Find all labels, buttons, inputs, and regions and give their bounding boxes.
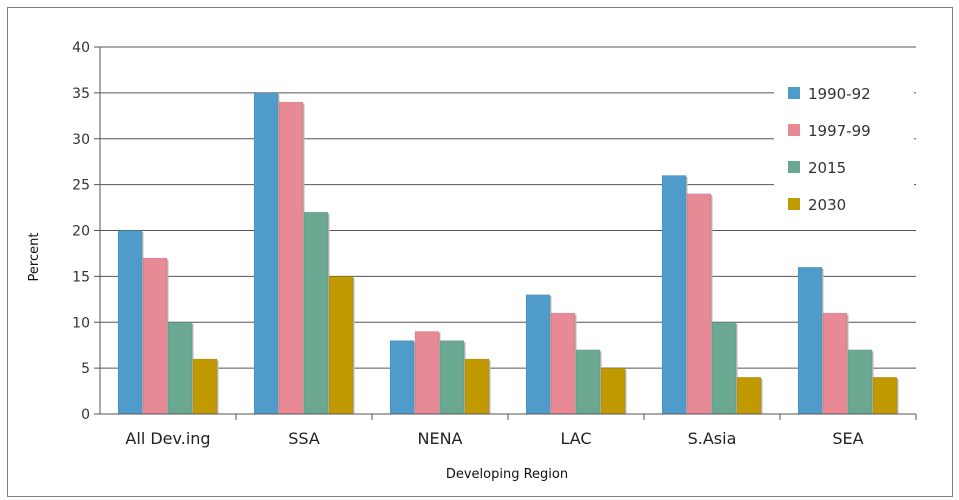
bar	[389, 340, 415, 415]
bar	[736, 377, 762, 415]
bar	[414, 331, 440, 415]
y-tick-label: 10	[72, 315, 90, 331]
legend-swatch	[788, 124, 800, 136]
y-tick-label: 0	[81, 407, 90, 423]
y-tick-label: 25	[72, 178, 90, 194]
x-tick-label: LAC	[560, 429, 591, 448]
bar	[303, 211, 329, 415]
legend: 1990-92 1997-99 2015 2030	[774, 72, 914, 228]
bar	[600, 367, 626, 415]
x-axis-label: Developing Region	[446, 467, 568, 482]
y-tick-label: 20	[72, 224, 90, 240]
bar	[872, 377, 898, 415]
bar	[253, 92, 279, 415]
y-tick-label: 15	[72, 269, 90, 285]
y-tick-label: 5	[81, 361, 90, 377]
bar	[525, 294, 551, 415]
bar	[192, 358, 218, 415]
bar	[575, 349, 601, 415]
legend-swatch	[788, 87, 800, 99]
bars	[117, 92, 899, 415]
bar	[711, 322, 737, 415]
x-tick-label: All Dev.ing	[125, 429, 210, 448]
y-tick-label: 35	[72, 86, 90, 102]
x-tick-label: SEA	[832, 429, 863, 448]
bar	[661, 175, 687, 415]
bar	[117, 230, 143, 415]
legend-label: 2030	[808, 196, 846, 214]
bar	[167, 322, 193, 415]
bar	[439, 340, 465, 415]
bar	[822, 312, 848, 415]
x-tick-label: SSA	[288, 429, 320, 448]
bar	[550, 312, 576, 415]
legend-swatch	[788, 161, 800, 173]
x-tick-label: S.Asia	[688, 429, 737, 448]
bar	[797, 266, 823, 415]
bar	[847, 349, 873, 415]
bar	[686, 193, 712, 415]
y-axis-label: Percent	[27, 233, 42, 282]
legend-label: 2015	[808, 159, 846, 177]
y-tick-label: 30	[72, 132, 90, 148]
bar	[142, 257, 168, 415]
y-tick-label: 40	[72, 40, 90, 56]
bar	[464, 358, 490, 415]
legend-swatch	[788, 198, 800, 210]
axes: 0 5 10 15 20 25 30 35 40 All Dev.ing SSA NENA LAC S.A…	[72, 40, 917, 448]
legend-label: 1990-92	[808, 85, 871, 103]
x-tick-label: NENA	[418, 429, 463, 448]
bar	[328, 276, 354, 415]
legend-label: 1997-99	[808, 122, 871, 140]
bar	[278, 101, 304, 415]
